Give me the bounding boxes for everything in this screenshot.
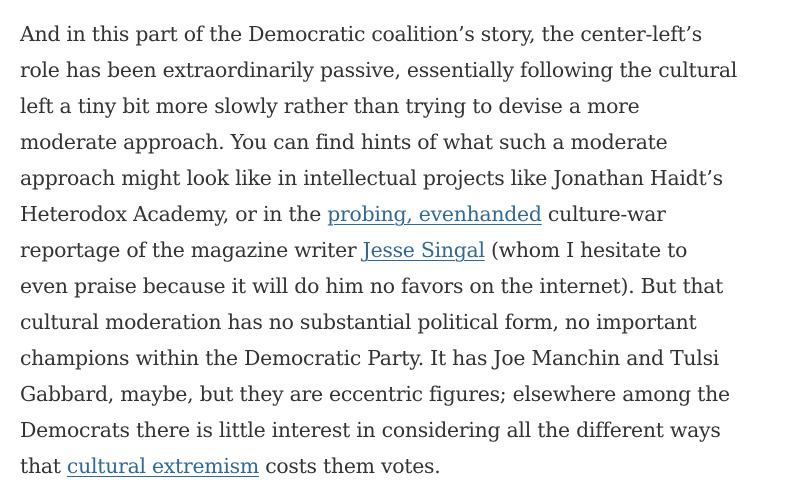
paragraph-line: Democrats there is little interest in co… xyxy=(20,418,721,442)
paragraph-line: cultural moderation has no substantial p… xyxy=(20,310,697,334)
paragraph-line: role has been extraordinarily passive, e… xyxy=(20,58,738,82)
text-segment: (whom I hesitate to xyxy=(484,238,688,262)
paragraph-line: moderate approach. You can find hints of… xyxy=(20,130,668,154)
text-segment: costs them votes. xyxy=(258,454,441,478)
paragraph-line: left a tiny bit more slowly rather than … xyxy=(20,94,640,118)
paragraph-line: Gabbard, maybe, but they are eccentric f… xyxy=(20,382,730,406)
article-paragraph: And in this part of the Democratic coali… xyxy=(20,22,773,484)
paragraph-line: champions within the Democratic Party. I… xyxy=(20,346,720,370)
paragraph-line: approach might look like in intellectual… xyxy=(20,166,723,190)
link-probing-evenhanded[interactable]: probing, evenhanded xyxy=(327,202,542,226)
paragraph-line: And in this part of the Democratic coali… xyxy=(20,22,702,46)
paragraph-line-with-link: that cultural extremism costs them votes… xyxy=(20,448,773,484)
text-segment: reportage of the magazine writer xyxy=(20,238,363,262)
paragraph-line-with-link: Heterodox Academy, or in the probing, ev… xyxy=(20,196,773,232)
link-jesse-singal[interactable]: Jesse Singal xyxy=(362,238,485,262)
text-segment: Heterodox Academy, or in the xyxy=(20,202,328,226)
text-segment: that xyxy=(20,454,67,478)
paragraph-line: even praise because it will do him no fa… xyxy=(20,274,724,298)
text-segment: culture-war xyxy=(541,202,666,226)
link-cultural-extremism[interactable]: cultural extremism xyxy=(66,454,259,478)
paragraph-line-with-link: reportage of the magazine writer Jesse S… xyxy=(20,232,773,268)
